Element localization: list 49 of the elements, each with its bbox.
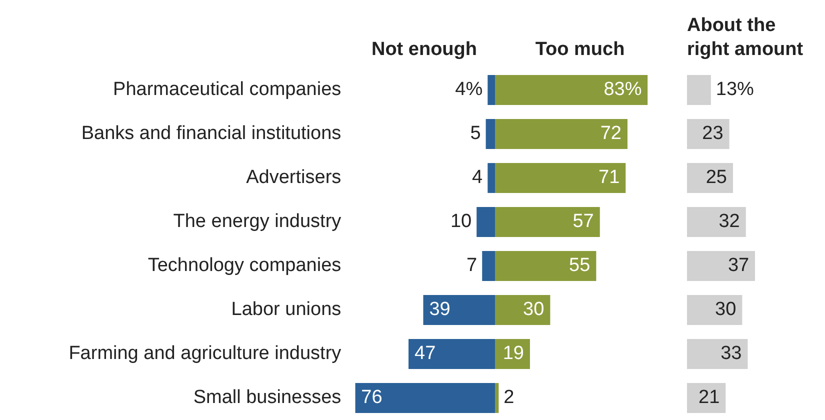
bar	[488, 75, 495, 105]
bar	[687, 207, 746, 237]
bar	[687, 295, 742, 325]
bar	[687, 119, 730, 149]
data-label: 83%	[604, 79, 642, 100]
data-label: 5	[470, 123, 481, 144]
data-label: 33	[720, 343, 742, 364]
bar	[687, 339, 748, 369]
y-tick-label: Small businesses	[193, 387, 342, 408]
data-label: 30	[523, 299, 544, 320]
data-label: 7	[466, 255, 478, 276]
data-label: 10	[450, 211, 472, 232]
data-label: 25	[706, 167, 727, 188]
data-label: 71	[598, 167, 620, 188]
y-tick-label: Technology companies	[148, 255, 342, 276]
data-label: 55	[569, 255, 590, 276]
data-label: 39	[429, 299, 450, 320]
chart-title: Too much	[535, 38, 625, 62]
y-tick-label: The energy industry	[173, 211, 342, 232]
data-label: 19	[502, 343, 524, 364]
bar	[687, 75, 711, 105]
data-label: 30	[715, 299, 736, 320]
bar	[488, 163, 495, 193]
data-label: 21	[698, 387, 720, 408]
bar	[687, 163, 733, 193]
bar	[495, 383, 499, 413]
data-label: 13%	[716, 79, 754, 100]
bar	[486, 119, 495, 149]
data-label: 23	[702, 123, 724, 144]
data-label: 47	[414, 343, 436, 364]
y-tick-label: Pharmaceutical companies	[113, 79, 342, 100]
data-label: 72	[600, 123, 622, 144]
y-tick-label: Labor unions	[231, 299, 342, 320]
data-label: 32	[718, 211, 740, 232]
data-label: 76	[361, 387, 382, 408]
data-label: 57	[572, 211, 594, 232]
y-tick-label: Farming and agriculture industry	[68, 343, 342, 364]
y-tick-label: Banks and financial institutions	[81, 123, 342, 144]
data-label: 2	[504, 387, 514, 408]
bar	[687, 383, 726, 413]
chart-title: About the right amount	[687, 14, 804, 62]
y-tick-label: Advertisers	[246, 167, 342, 188]
chart-title: Not enough	[371, 38, 477, 62]
bar	[476, 207, 495, 237]
bar	[482, 251, 495, 281]
data-label: 37	[728, 255, 750, 276]
data-label: 4%	[455, 79, 483, 100]
bar	[687, 251, 756, 281]
data-label: 4	[472, 167, 484, 188]
